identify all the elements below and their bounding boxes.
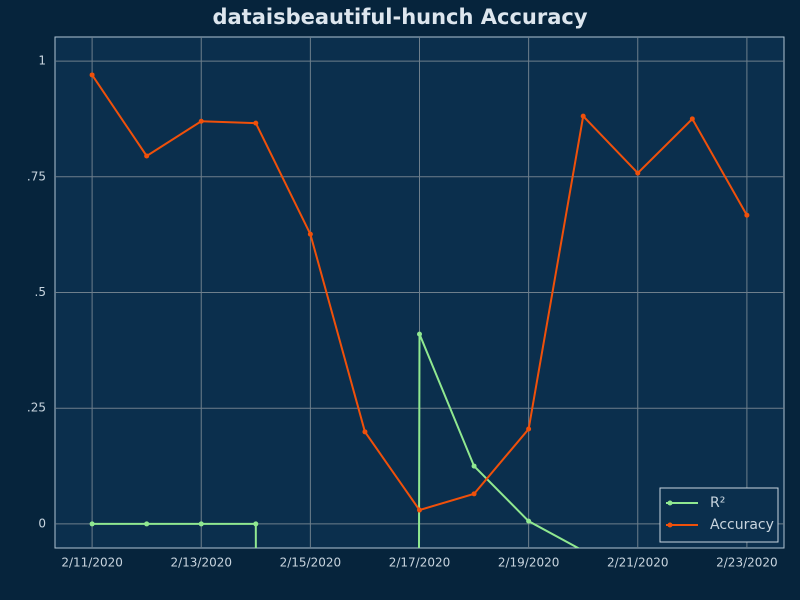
x-tick-label: 2/17/2020 (389, 556, 451, 570)
x-tick-label: 2/19/2020 (498, 556, 560, 570)
series-line (92, 333, 581, 548)
data-point (526, 426, 532, 432)
data-point (89, 521, 95, 527)
x-tick-label: 2/11/2020 (61, 556, 123, 570)
data-point (144, 153, 150, 159)
data-point (471, 491, 477, 497)
data-point (89, 72, 95, 78)
data-point (198, 521, 204, 527)
data-point (307, 231, 313, 237)
x-tick-label: 2/13/2020 (170, 556, 232, 570)
data-point (635, 170, 641, 176)
legend-box (659, 487, 779, 543)
y-tick-label: 1 (38, 54, 46, 68)
x-tick-label: 2/21/2020 (607, 556, 669, 570)
legend-marker (667, 500, 673, 506)
data-point (689, 116, 695, 122)
chart-title: dataisbeautiful-hunch Accuracy (212, 5, 587, 29)
data-point (417, 331, 422, 337)
data-point (526, 518, 532, 524)
y-tick-label: .5 (35, 285, 46, 299)
y-tick-label: .75 (27, 169, 46, 183)
data-point (198, 118, 204, 124)
x-tick-label: 2/15/2020 (280, 556, 342, 570)
data-point (471, 463, 477, 469)
legend-label: R² (710, 495, 725, 511)
y-tick-label: 0 (38, 516, 46, 530)
data-point (417, 507, 422, 513)
series-layer (89, 72, 750, 553)
legend-label: Accuracy (710, 517, 774, 533)
data-point (144, 521, 150, 527)
legend-marker (667, 522, 673, 528)
data-point (744, 212, 750, 218)
data-point (362, 429, 368, 435)
data-point (253, 521, 259, 527)
data-point (581, 548, 586, 553)
y-tick-label: .25 (27, 401, 46, 415)
data-point (580, 113, 586, 119)
data-point (253, 120, 259, 126)
x-tick-label: 2/23/2020 (716, 556, 778, 570)
